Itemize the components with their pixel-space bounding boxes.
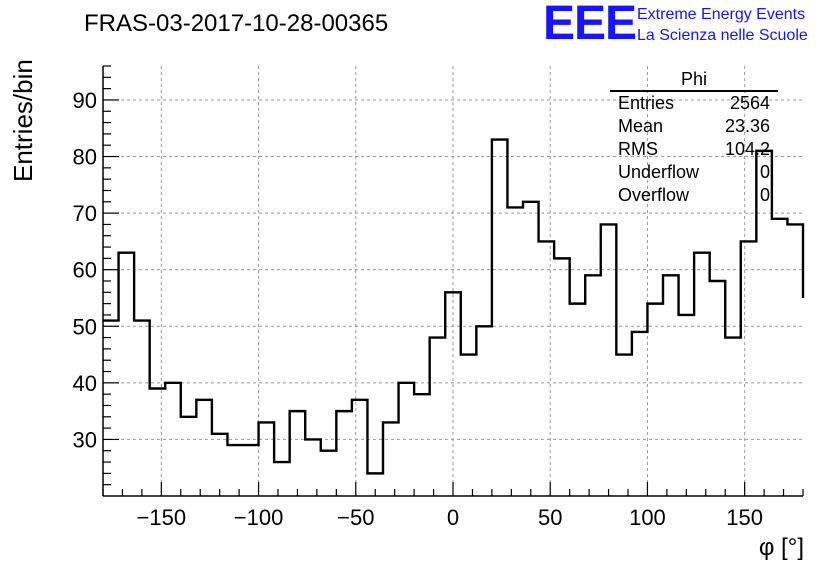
x-tick-label: −50	[337, 505, 374, 530]
y-tick-label: 80	[73, 145, 97, 170]
histogram-bin	[445, 292, 461, 496]
y-tick-label: 30	[73, 427, 97, 452]
histogram-bin	[725, 338, 741, 496]
histogram-bin	[570, 304, 586, 496]
histogram-bin	[305, 439, 321, 496]
histogram-bin	[383, 422, 399, 496]
histogram-bin	[134, 321, 150, 496]
stats-value: 23.36	[724, 116, 770, 136]
histogram-bin	[694, 253, 710, 496]
histogram-bin	[616, 355, 632, 496]
histogram-bin	[290, 411, 306, 496]
histogram-bin	[710, 281, 726, 496]
stats-label: Overflow	[618, 185, 690, 205]
histogram-bin	[601, 224, 617, 496]
histogram-bin	[165, 383, 181, 496]
x-tick-label: 0	[447, 505, 459, 530]
histogram-bin	[150, 389, 166, 497]
histogram-bin	[741, 241, 757, 496]
stats-title: Phi	[610, 68, 778, 92]
stats-label: RMS	[618, 139, 658, 159]
histogram-outline	[103, 138, 805, 475]
stats-value: 2564	[729, 93, 770, 113]
histogram-bin	[492, 140, 508, 496]
histogram-bin	[539, 241, 555, 496]
histogram-bin	[585, 275, 601, 496]
eee-logo-text: Extreme Energy Events La Scienza nelle S…	[637, 4, 808, 46]
y-tick-label: 50	[73, 314, 97, 339]
stats-box: Phi Entries 2564 Mean 23.36 RMS 104.2 Under…	[610, 68, 778, 207]
stats-value: 104.2	[724, 139, 770, 159]
histogram-bin	[476, 326, 492, 496]
stats-label: Mean	[618, 116, 664, 136]
histogram-bin	[212, 434, 228, 496]
histogram-bin	[259, 422, 275, 496]
histogram-bin	[430, 338, 446, 496]
histogram-bin	[507, 207, 523, 496]
x-tick-label: 100	[629, 505, 666, 530]
chart-title: FRAS-03-2017-10-28-00365	[84, 10, 389, 37]
histogram-bin	[227, 445, 243, 496]
stats-value: 0	[759, 185, 770, 205]
histogram-bin	[243, 445, 259, 496]
x-axis-label: φ [°]	[758, 534, 804, 561]
stats-row: RMS 104.2	[610, 138, 778, 161]
stats-label: Entries	[618, 93, 675, 113]
stats-label: Underflow	[618, 162, 700, 182]
x-tick-label: −150	[137, 505, 187, 530]
histogram-bin	[679, 315, 695, 496]
histogram-bin	[414, 394, 430, 496]
x-tick-label: −100	[234, 505, 284, 530]
histogram-bin	[103, 321, 119, 496]
x-tick-label: 150	[726, 505, 763, 530]
stats-row: Entries 2564	[610, 92, 778, 115]
histogram-bin	[196, 400, 212, 496]
stats-row: Overflow 0	[610, 184, 778, 207]
histogram-bin	[352, 400, 368, 496]
y-axis-label: Entries/bin	[8, 59, 38, 182]
y-tick-label: 60	[73, 258, 97, 283]
stats-value: 0	[759, 162, 770, 182]
histogram-bin	[321, 451, 337, 496]
histogram-bin	[336, 411, 352, 496]
histogram-bin	[632, 332, 648, 496]
histogram-bin	[772, 219, 788, 496]
histogram-bin	[181, 417, 197, 496]
eee-logo: EEE	[543, 0, 637, 50]
histogram-bin	[787, 224, 803, 496]
histogram-bin	[119, 253, 135, 496]
histogram-bin	[647, 304, 663, 496]
y-tick-label: 40	[73, 371, 97, 396]
stats-row: Mean 23.36	[610, 115, 778, 138]
stats-row: Underflow 0	[610, 161, 778, 184]
eee-logo-line1: Extreme Energy Events	[637, 6, 806, 23]
histogram-bin	[274, 462, 290, 496]
histogram-bin	[523, 202, 539, 496]
histogram-bin	[663, 275, 679, 496]
histogram-bin	[461, 355, 477, 496]
eee-logo-line2: La Scienza nelle Scuole	[637, 27, 808, 44]
y-tick-label: 70	[73, 201, 97, 226]
y-tick-label: 90	[73, 88, 97, 113]
histogram-bin	[554, 258, 570, 496]
x-tick-label: 50	[538, 505, 562, 530]
